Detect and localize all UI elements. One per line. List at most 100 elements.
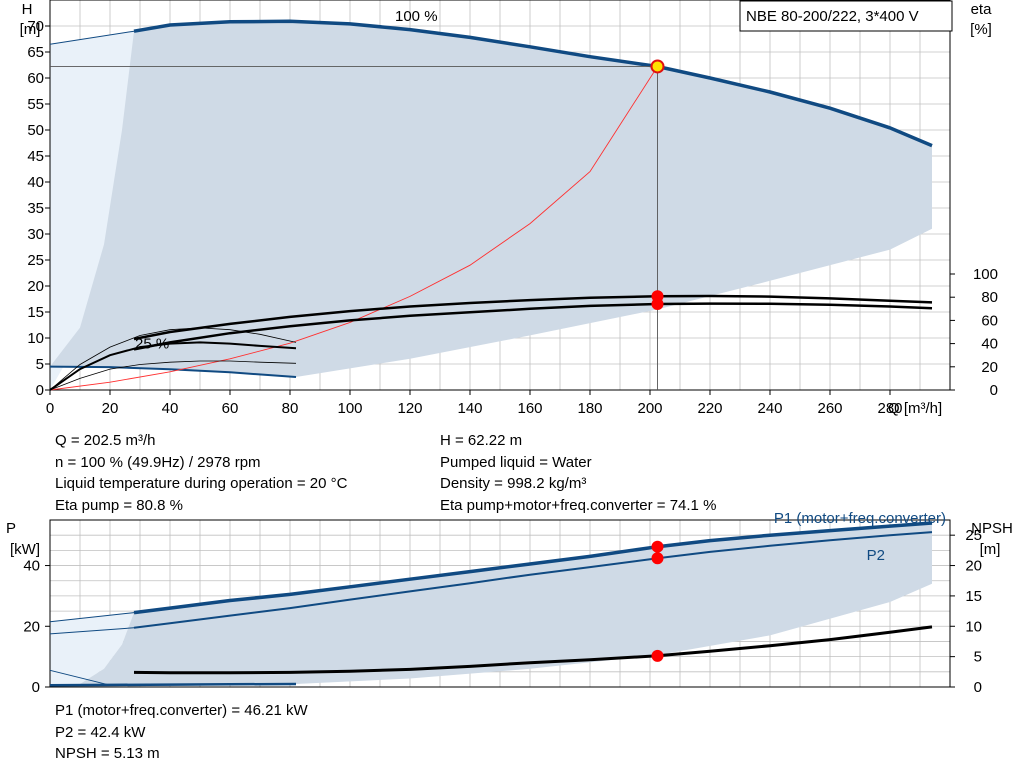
y-left-axis-label: H [22,1,33,18]
x-tick-label: 200 [637,400,662,417]
duty-point-head [650,59,665,74]
x-tick-label: 240 [757,400,782,417]
x-tick-label: 60 [222,400,239,417]
duty-point-npsh [651,649,664,662]
head-efficiency-chart: 100 % 25 % 0 5 10 15 20 25 30 35 40 45 50 55 60 65 70 0 20… [20,0,998,417]
eta-total-curve [133,302,933,351]
info-head: H = 62.22 m [440,432,523,449]
y-left-tick-label: 35 [27,200,44,217]
y-left-tick-label: 20 [27,278,44,295]
x-tick-label: 220 [697,400,722,417]
eta-total-curve-25 [49,360,297,391]
y-left-tick-label: 65 [27,44,44,61]
npsh-tick-label: 25 [965,527,982,544]
npsh-tick-label: 20 [965,558,982,575]
x-tick-label: 20 [102,400,119,417]
p1-curve [133,521,933,615]
duty-point-eta-total [651,298,664,311]
head-curve-100 [133,19,933,148]
info-eta-total: Eta pump+motor+freq.converter = 74.1 % [440,496,717,514]
info-flow: Q = 202.5 m³/h [55,432,156,449]
y-right-axis-label: eta [971,1,993,18]
p-axis-unit: [kW] [10,541,40,558]
bottom-plot-frame [49,519,951,688]
x-tick-label: 160 [517,400,542,417]
head-curve-25 [49,365,297,378]
eta-pump-curve [133,294,933,341]
y-left-tick-label: 10 [27,330,44,347]
x-tick-label: 0 [46,400,54,417]
x-tick-label: 80 [282,400,299,417]
y-right-tick-label: 100 [973,266,998,283]
info-density: Density = 998.2 kg/m³ [440,475,587,492]
top-plot-frame [49,0,951,391]
info-pumped-liquid: Pumped liquid = Water [440,453,592,471]
p25-extrap-line [49,669,111,686]
x-tick-label: 100 [337,400,362,417]
power-area [50,523,932,687]
power-curve-25 [49,682,297,687]
system-curve [49,66,658,391]
title-box: NBE 80-200/222, 3*400 V [739,0,953,32]
npsh-tick-label: 5 [974,649,982,666]
eta-thin-curve [49,327,297,391]
info-speed: n = 100 % (49.9Hz) / 2978 rpm [55,453,261,471]
legend-p1-label: P1 (motor+freq.converter) [774,510,946,527]
y-right-tick-label: 80 [981,289,998,306]
y-right-tick-label: 60 [981,312,998,329]
y-right-tick-label: 0 [990,382,998,399]
legend-p2-label: P2 [867,547,885,564]
x-axis-label: Q [m³/h] [888,400,942,417]
p1-extrap-line [49,612,135,623]
y-left-tick-label: 45 [27,148,44,165]
p-axis-label: P [6,520,16,537]
y-left-tick-label: 70 [27,18,44,35]
info-p1: P1 (motor+freq.converter) = 46.21 kW [55,702,308,719]
head-extrap-line [49,30,135,45]
label-100-percent: 100 % [395,8,438,25]
info-lower: P1 (motor+freq.converter) = 46.21 kW P2 … [55,700,308,765]
x-tick-label: 120 [397,400,422,417]
p-tick-label: 0 [32,679,40,696]
p-tick-label: 40 [23,558,40,575]
info-upper-right: H = 62.22 m Pumped liquid = Water Densit… [440,430,716,516]
x-tick-label: 180 [577,400,602,417]
x-tick-label: 260 [817,400,842,417]
y-left-tick-label: 50 [27,122,44,139]
npsh-tick-label: 0 [974,679,982,696]
y-right-tick-label: 40 [981,336,998,353]
y-right-axis-unit: [%] [970,21,992,38]
y-left-tick-label: 0 [36,382,44,399]
y-left-axis-unit: [m] [20,21,41,38]
info-eta-pump: Eta pump = 80.8 % [55,496,183,514]
y-left-tick-label: 15 [27,304,44,321]
title-box-text: NBE 80-200/222, 3*400 V [746,8,919,25]
info-liquid-temp: Liquid temperature during operation = 20… [55,475,348,492]
y-left-tick-label: 30 [27,226,44,243]
npsh-tick-label: 10 [965,618,982,635]
info-p2: P2 = 42.4 kW [55,723,146,741]
y-left-tick-label: 60 [27,70,44,87]
operating-area-light [50,31,134,390]
x-tick-label: 280 [877,400,902,417]
operating-area [50,21,932,378]
duty-point-p1 [651,540,664,553]
y-left-tick-label: 55 [27,96,44,113]
power-npsh-chart: P1 (motor+freq.converter) P2 0 20 40 0 5 10 15 20… [6,510,1013,696]
npsh-axis-unit: [m] [980,541,1001,558]
label-25-percent: 25 % [135,335,169,352]
info-npsh: NPSH = 5.13 m [55,745,160,762]
info-upper-left: Q = 202.5 m³/h n = 100 % (49.9Hz) / 2978… [55,430,347,516]
title-box-frame [739,0,953,32]
npsh-tick-label: 15 [965,588,982,605]
y-left-tick-label: 40 [27,174,44,191]
duty-point-p2 [651,552,664,565]
npsh-curve [133,625,933,675]
p2-extrap-line [49,627,135,635]
y-left-tick-label: 5 [36,356,44,373]
power-area-light [50,612,134,687]
p-tick-label: 20 [23,618,40,635]
x-tick-label: 40 [162,400,179,417]
y-right-tick-label: 20 [981,359,998,376]
